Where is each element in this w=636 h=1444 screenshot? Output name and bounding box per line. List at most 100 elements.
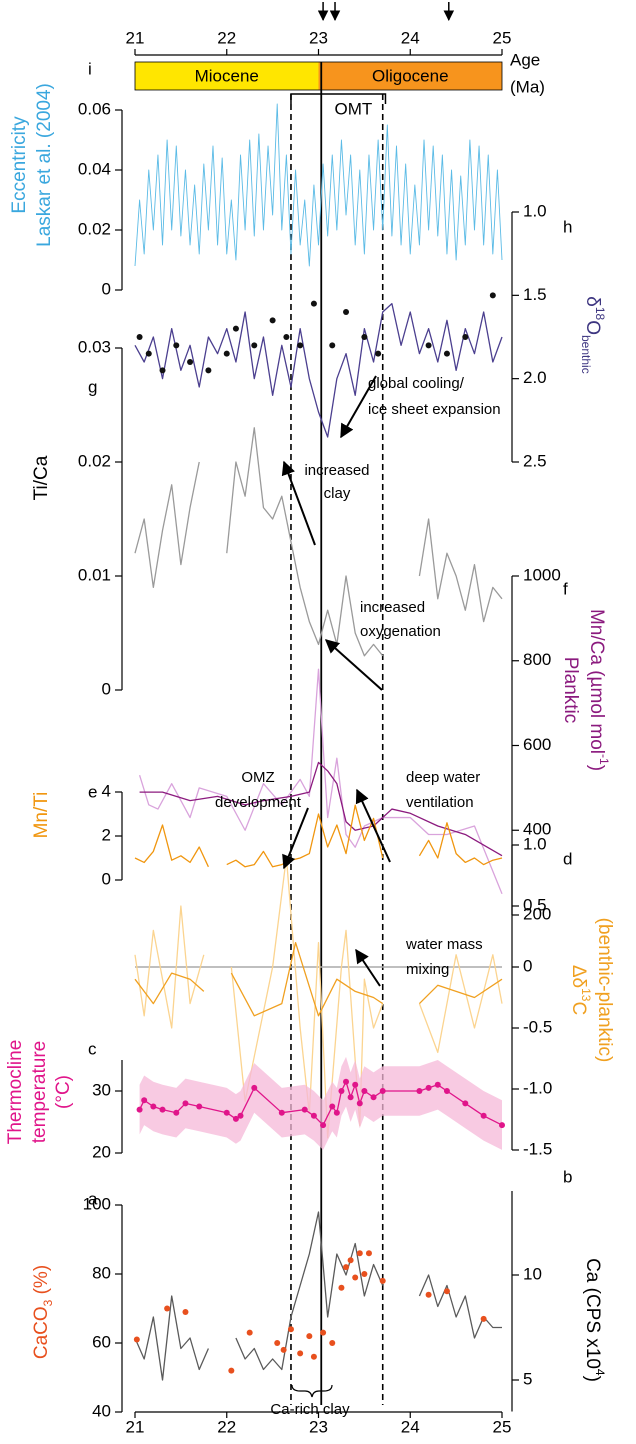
- y-tick-label: 0: [523, 956, 532, 975]
- data-point: [462, 1100, 469, 1107]
- x-tick-label: 23: [309, 28, 328, 47]
- data-point: [320, 1122, 327, 1129]
- arrow: [355, 788, 391, 863]
- data-point: [361, 1088, 368, 1094]
- x-tick-label: 21: [126, 1417, 145, 1436]
- series-line: [134, 103, 503, 267]
- y-title: Mn/Ti: [31, 792, 52, 839]
- y-tick-label: 0.01: [78, 565, 111, 584]
- data-point: [237, 1112, 244, 1119]
- y-title-part: benthic: [579, 335, 593, 374]
- data-point: [223, 1109, 230, 1116]
- y-tick-label: 600: [523, 735, 551, 754]
- panel-label: g: [88, 377, 97, 396]
- y-tick-label: 100: [83, 1194, 111, 1213]
- data-point: [228, 1367, 235, 1374]
- data-point: [251, 1084, 258, 1091]
- x-tick-label: 24: [401, 28, 420, 47]
- y-title: Eccentricity: [9, 116, 30, 214]
- data-point: [361, 334, 368, 340]
- data-point: [301, 1106, 308, 1113]
- annotation: ice sheet expansion: [368, 401, 501, 418]
- annotation: OMZ: [241, 769, 274, 786]
- y-tick-label: 30: [92, 1080, 111, 1099]
- epoch-label: Oligocene: [372, 66, 449, 85]
- data-point: [251, 342, 258, 349]
- data-point: [443, 1288, 450, 1295]
- y-tick-label: 0: [102, 679, 111, 698]
- data-point: [269, 317, 276, 324]
- data-point: [338, 1088, 345, 1094]
- panel-label: f: [563, 579, 568, 598]
- data-point: [280, 1346, 287, 1353]
- age-label: (Ma): [510, 77, 545, 96]
- annotation: water mass: [405, 936, 483, 953]
- y-title: temperature: [29, 1041, 50, 1143]
- y-tick-label: 5: [523, 1369, 532, 1388]
- annotation: oxygenation: [360, 623, 441, 640]
- y-tick-label: -1.0: [523, 1078, 552, 1097]
- data-point: [329, 342, 336, 349]
- annotation: ventilation: [406, 794, 474, 811]
- y-title-part: -1: [597, 754, 611, 765]
- y-tick-label: 200: [523, 904, 551, 923]
- y-title-part: ): [582, 1376, 603, 1382]
- data-point: [159, 367, 166, 374]
- data-point: [205, 367, 212, 374]
- data-point: [425, 1084, 432, 1091]
- data-point: [347, 1257, 354, 1264]
- data-point: [150, 1103, 157, 1110]
- epoch-label: Miocene: [195, 66, 259, 85]
- y-tick-label: 400: [523, 820, 551, 839]
- annotation: deep water: [406, 769, 480, 786]
- y-tick-label: 0.04: [78, 159, 111, 178]
- y-title: Ti/Ca: [31, 455, 52, 500]
- y-tick-label: 1.0: [523, 834, 547, 853]
- series-line: [134, 804, 503, 868]
- y-title-part: Ca (CPS x10: [582, 1258, 603, 1369]
- annotation: Ca-rich clay: [270, 1401, 350, 1418]
- y-title-part: 4: [593, 1369, 607, 1376]
- data-point: [329, 1340, 336, 1346]
- x-tick-label: 22: [217, 1417, 236, 1436]
- annotations: global cooling/ ice sheet expansion incr…: [215, 375, 501, 1418]
- y-tick-label: 1000: [523, 565, 561, 584]
- y-title-part: C: [568, 1001, 589, 1015]
- epoch-bar: [135, 62, 319, 90]
- data-point: [136, 334, 143, 340]
- x-tick-label: 22: [217, 28, 236, 47]
- data-point: [375, 350, 382, 357]
- data-point: [365, 1250, 372, 1257]
- panel-label: e: [88, 782, 97, 801]
- data-point: [182, 1308, 189, 1315]
- x-tick-label: 21: [126, 28, 145, 47]
- y-tick-label: 0.03: [78, 337, 111, 356]
- data-point: [287, 1326, 294, 1333]
- arrow: [281, 460, 316, 546]
- y-title: Ca (CPS x104): [582, 1258, 607, 1382]
- annotation: mixing: [406, 961, 449, 978]
- data-point: [356, 1100, 363, 1107]
- data-point: [379, 1277, 386, 1284]
- epoch-bar: [318, 62, 502, 90]
- series-line: [134, 427, 503, 657]
- data-point: [145, 350, 152, 357]
- y-tick-label: 80: [92, 1263, 111, 1282]
- y-title-part: δ: [582, 296, 603, 307]
- panel-label: d: [563, 849, 572, 868]
- panel-label: c: [88, 1039, 97, 1058]
- y-tick-label: 2: [102, 825, 111, 844]
- data-point: [196, 1103, 203, 1110]
- annotation: increased: [360, 599, 425, 616]
- data-point: [333, 1109, 340, 1116]
- y-title-part: 18: [593, 307, 607, 321]
- series-line: [139, 761, 503, 857]
- y-tick-label: 10: [523, 1264, 542, 1283]
- y-tick-label: 800: [523, 650, 551, 669]
- y-tick-label: 2.0: [523, 368, 547, 387]
- y-title: Planktic: [560, 657, 581, 724]
- y-tick-label: 0.02: [78, 219, 111, 238]
- series-line: [134, 941, 503, 1017]
- data-point: [379, 1088, 386, 1094]
- data-point: [297, 342, 304, 349]
